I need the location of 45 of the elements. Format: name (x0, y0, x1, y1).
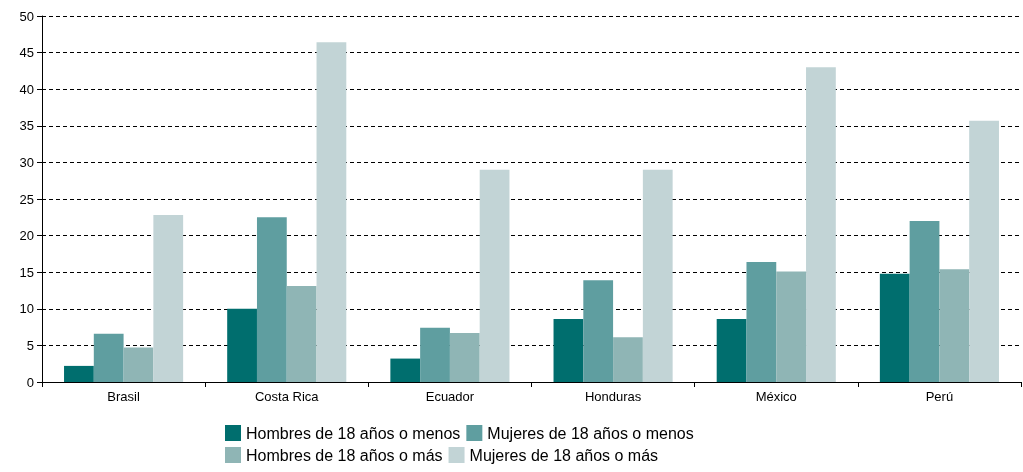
bar (746, 261, 777, 382)
bar (64, 365, 94, 382)
y-tick-label: 25 (19, 191, 34, 207)
bar (256, 217, 287, 382)
bar (553, 319, 584, 382)
bar (613, 337, 643, 382)
y-tick-label: 15 (19, 264, 34, 280)
bar (153, 215, 184, 382)
bar (879, 273, 910, 382)
y-tick-label: 30 (19, 154, 34, 170)
bar (939, 269, 970, 382)
y-tick-label: 45 (19, 45, 34, 61)
legend-label: Hombres de 18 años o menos (246, 424, 461, 442)
bar (642, 169, 673, 382)
y-tick-label: 35 (19, 118, 34, 134)
bar (316, 42, 347, 382)
bar (806, 67, 836, 382)
bar (123, 347, 154, 382)
bar (286, 286, 317, 382)
y-tick-label: 50 (19, 8, 34, 24)
bar (227, 308, 257, 382)
y-tick-label: 5 (26, 337, 34, 353)
x-tick-label: Perú (925, 389, 954, 404)
y-tick-label: 20 (19, 228, 34, 244)
bar (909, 220, 940, 382)
bar (776, 271, 807, 382)
x-tick-label: Ecuador (425, 389, 475, 404)
bar (420, 327, 450, 382)
y-tick-label: 10 (19, 301, 34, 317)
y-tick-label: 40 (19, 81, 34, 97)
bar (583, 280, 614, 382)
legend-label: Mujeres de 18 años o menos (487, 424, 694, 442)
bar (449, 332, 480, 382)
x-tick-label: Costa Rica (254, 389, 320, 404)
x-tick-label: Honduras (584, 389, 642, 404)
y-tick-label: 0 (26, 374, 34, 390)
x-tick-label: México (755, 389, 797, 404)
bar (93, 333, 124, 382)
x-tick-label: Brasil (107, 389, 140, 404)
legend-label: Mujeres de 18 años o más (469, 446, 659, 464)
bar (479, 169, 510, 382)
bar (390, 358, 421, 382)
bar (969, 120, 999, 382)
legend-label: Hombres de 18 años o más (246, 446, 443, 464)
bar (716, 319, 747, 382)
